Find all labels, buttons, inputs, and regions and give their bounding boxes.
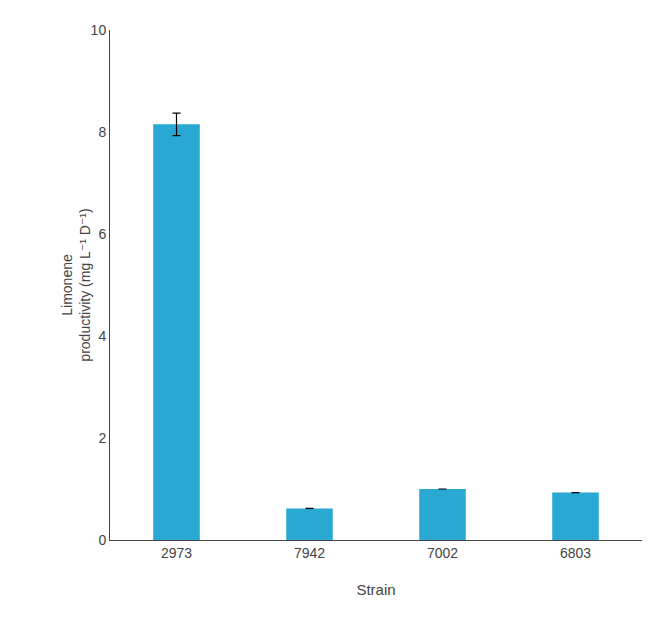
svg-text:10: 10 <box>91 22 107 38</box>
svg-text:8: 8 <box>98 124 106 140</box>
svg-text:2973: 2973 <box>161 545 192 561</box>
svg-text:7942: 7942 <box>294 545 325 561</box>
svg-text:6: 6 <box>98 226 106 242</box>
svg-text:0: 0 <box>98 532 106 548</box>
svg-text:Limoneneproductivity (mg L⁻¹ D: Limoneneproductivity (mg L⁻¹ D⁻¹) <box>59 208 93 361</box>
svg-text:6803: 6803 <box>560 545 591 561</box>
svg-text:4: 4 <box>98 328 106 344</box>
svg-text:2: 2 <box>98 430 106 446</box>
svg-text:7002: 7002 <box>427 545 458 561</box>
svg-text:Strain: Strain <box>356 581 395 598</box>
